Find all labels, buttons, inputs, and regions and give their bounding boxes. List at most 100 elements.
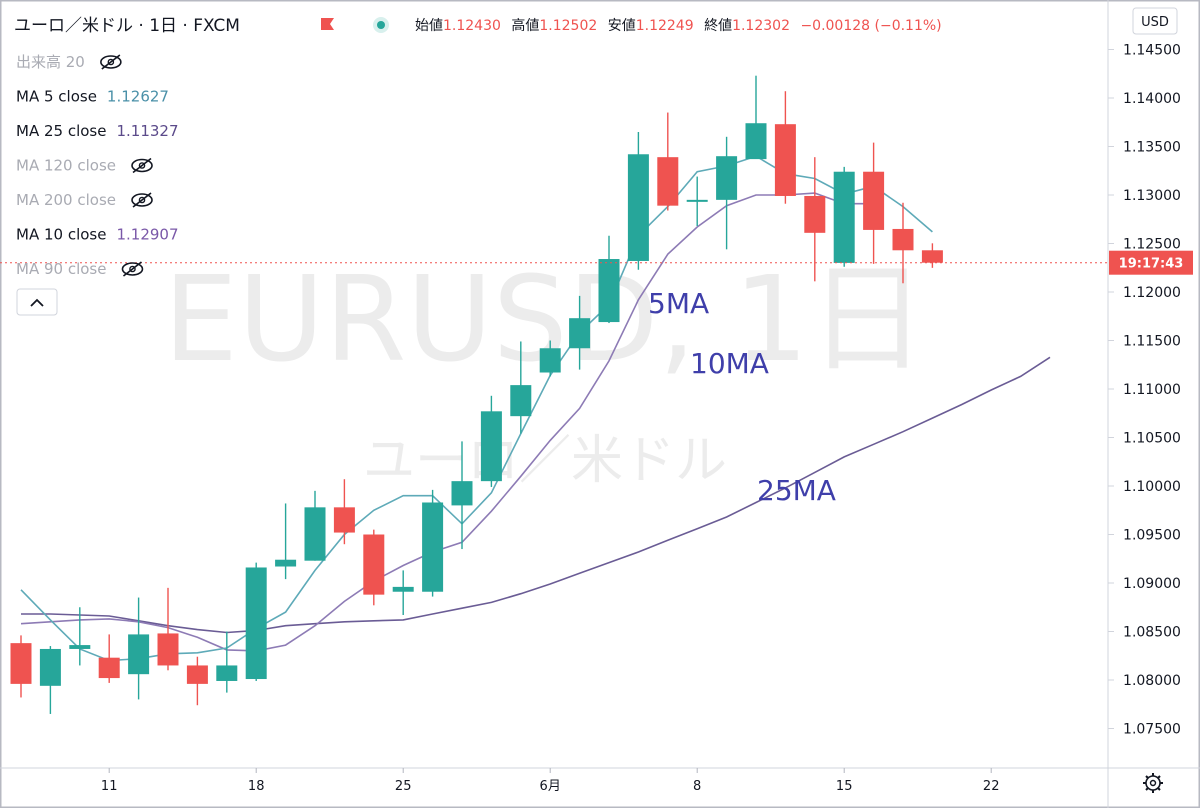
candle: [98, 634, 120, 683]
currency-button[interactable]: [1132, 7, 1178, 35]
legend-label: MA 10 close: [16, 226, 106, 244]
price-axis[interactable]: 1.14500 1.14000 1.13500 1.13000 1.12500 1.120…: [1107, 0, 1193, 808]
price-tick-label: 1.09000: [1123, 576, 1181, 592]
candle: [333, 479, 355, 545]
watermark-name: ユーロ／米ドル: [363, 431, 727, 491]
candle: [539, 340, 561, 377]
flag-icon[interactable]: [321, 18, 334, 30]
candle-body: [451, 481, 473, 506]
legend-label: MA 90 close: [16, 260, 106, 278]
legend-value: 1.12627: [107, 88, 169, 106]
legend-item-ma200[interactable]: MA 200 close: [16, 191, 153, 209]
chart-header: ユーロ／米ドル · 1日 · FXCM 始値1.12430 高値1.12502 …: [14, 16, 942, 36]
price-tick-label: 1.12500: [1123, 237, 1181, 253]
candle: [921, 243, 943, 268]
low-label: 安値: [608, 18, 636, 34]
candle-body: [10, 643, 32, 684]
candle-body: [804, 195, 826, 233]
candle: [627, 131, 649, 270]
candle: [863, 142, 885, 264]
price-tick-label: 1.09500: [1123, 528, 1181, 544]
candle-body: [245, 567, 267, 680]
candle-body: [833, 171, 855, 263]
time-tick-label: 6月: [540, 779, 561, 794]
price-tick-label: 1.10500: [1123, 431, 1181, 447]
svg-text:始値1.12430 高値1.12502: 始値1.12430 高値1.12502 安値1.12249 終値1.12302 …: [415, 17, 942, 34]
close-label: 終値: [704, 18, 732, 34]
candle-body: [186, 665, 208, 684]
candle-body: [157, 633, 179, 666]
legend-label: MA 5 close: [16, 88, 97, 106]
time-tick-label: 18: [248, 779, 265, 794]
legend-item-ma25[interactable]: MA 25 close 1.11327: [16, 122, 179, 140]
candle-body: [363, 534, 385, 595]
legend-value: 1.12907: [116, 226, 178, 244]
candle: [275, 503, 297, 580]
candle-body: [98, 657, 120, 679]
ma10-line: [20, 192, 874, 652]
candle: [657, 112, 679, 211]
candle-body: [716, 156, 738, 200]
time-tick-label: 25: [395, 779, 412, 794]
legend-item-ma5[interactable]: MA 5 close 1.12627: [16, 88, 169, 106]
price-tick-label: 1.14500: [1123, 43, 1181, 59]
candle: [39, 646, 61, 714]
time-tick-label: 22: [983, 779, 1000, 794]
hidden-eye-icon[interactable]: [131, 192, 153, 208]
candle: [245, 562, 267, 681]
legend-label: MA 200 close: [16, 191, 116, 209]
annotation-10ma: 10MA: [690, 347, 769, 380]
market-status-icon: [373, 17, 389, 33]
time-tick-label: 8: [693, 779, 701, 794]
candle-body: [39, 648, 61, 686]
price-tick-label: 1.13500: [1123, 140, 1181, 156]
high-value: 1.12502: [539, 18, 597, 34]
close-value: 1.12302: [732, 18, 790, 34]
high-label: 高値: [511, 17, 539, 34]
candle-body: [392, 586, 414, 592]
candle-body: [275, 559, 297, 567]
candle-body: [921, 250, 943, 263]
hidden-eye-icon[interactable]: [121, 261, 144, 277]
candle: [686, 176, 708, 227]
legend-label: 出来高 20: [16, 53, 85, 71]
legend-value: 1.11327: [116, 122, 178, 140]
candle-body: [333, 507, 355, 533]
ma25-line: [21, 356, 1051, 634]
collapse-legend-button[interactable]: [16, 288, 58, 316]
candle-body: [745, 123, 767, 160]
candle-body: [863, 171, 885, 230]
price-tick-label: 1.12000: [1123, 285, 1181, 301]
candle: [157, 587, 179, 671]
candle-body: [657, 157, 679, 206]
candle: [774, 91, 796, 204]
price-tick-label: 1.08000: [1123, 673, 1181, 689]
settings-icon[interactable]: [1143, 773, 1163, 793]
legend-item-ma120[interactable]: MA 120 close: [16, 157, 153, 175]
candles: [10, 75, 943, 714]
price-tick-label: 1.07500: [1123, 722, 1181, 738]
indicator-legend: 出来高 20 MA 5 close 1.12627 MA 25 close 1.1132…: [16, 53, 179, 278]
open-value: 1.12430: [443, 18, 501, 34]
hidden-eye-icon[interactable]: [131, 157, 153, 174]
time-axis[interactable]: 11 18 25 6月 8 15 22: [0, 767, 1200, 794]
time-tick-label: 15: [836, 779, 853, 794]
candle: [569, 295, 591, 370]
candle: [363, 529, 385, 606]
candle-body: [480, 411, 502, 482]
candle-body: [304, 507, 326, 561]
legend-item-vol[interactable]: 出来高 20: [16, 53, 122, 71]
hidden-eye-icon[interactable]: [100, 54, 122, 70]
annotation-5ma: 5MA: [648, 287, 709, 320]
candle: [716, 136, 738, 250]
symbol-title[interactable]: ユーロ／米ドル · 1日 · FXCM: [14, 16, 240, 36]
candle-body: [510, 385, 532, 417]
legend-item-ma90[interactable]: MA 90 close: [16, 260, 144, 278]
change-value: −0.00128 (−0.11%): [800, 18, 941, 34]
candle-body: [569, 318, 591, 349]
legend-item-ma10[interactable]: MA 10 close 1.12907: [16, 226, 179, 244]
candle: [480, 395, 502, 487]
candle-body: [216, 665, 238, 681]
